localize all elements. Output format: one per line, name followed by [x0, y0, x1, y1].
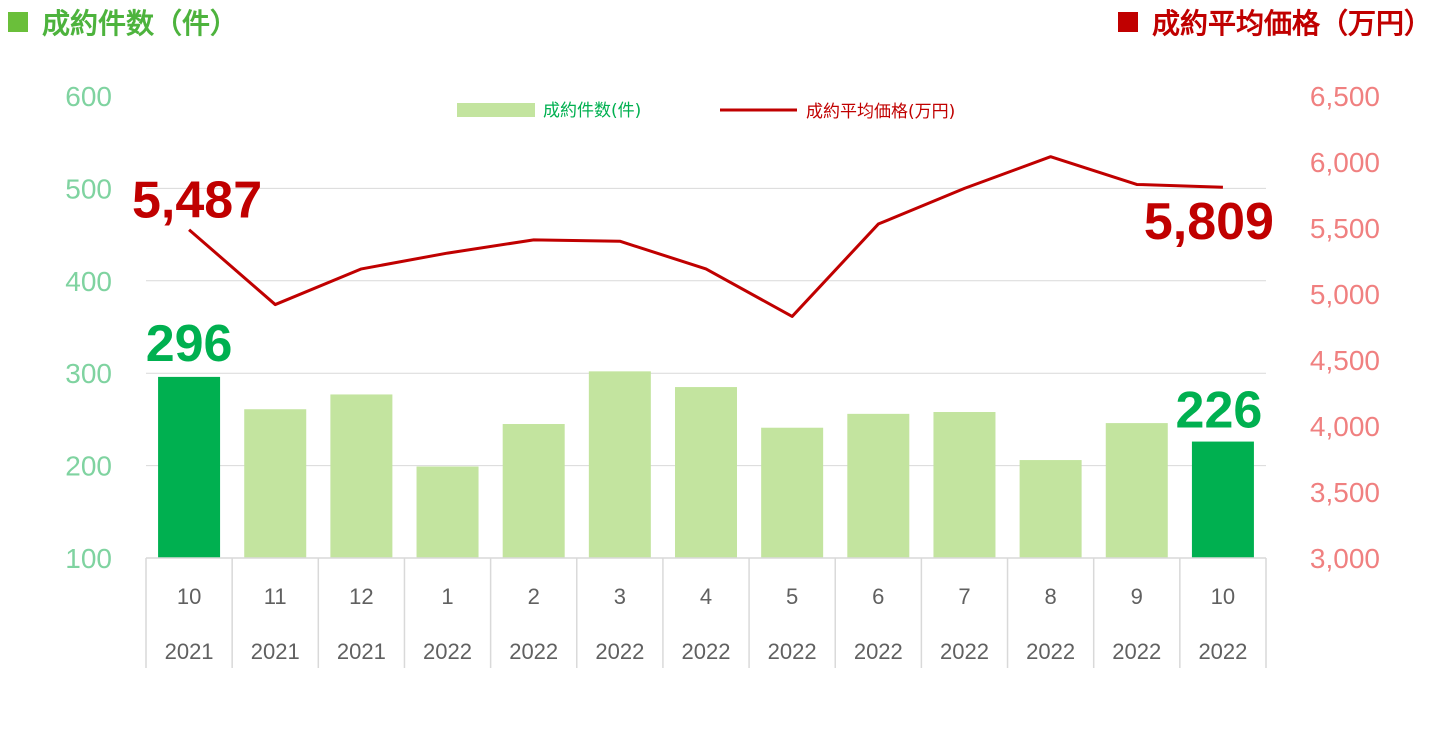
bar	[158, 376, 221, 558]
red-square-icon	[1117, 12, 1138, 32]
right-tick-label: 4,000	[1310, 411, 1380, 442]
legend-label-bar: 成約件数(件)	[543, 101, 641, 121]
right-tick-label: 6,500	[1310, 81, 1380, 112]
right-tick-label: 5,500	[1310, 213, 1380, 244]
right-axis-title: 成約平均価格（万円）	[1117, 2, 1432, 42]
x-tick-month: 12	[349, 584, 373, 609]
x-tick-month: 10	[1211, 584, 1235, 609]
x-tick-month: 4	[700, 584, 712, 609]
right-tick-label: 5,000	[1310, 279, 1380, 310]
bar	[761, 427, 824, 558]
x-tick-year: 2022	[768, 639, 817, 664]
bar	[1191, 441, 1254, 558]
left-tick-label: 600	[65, 81, 112, 112]
right-tick-label: 6,000	[1310, 147, 1380, 178]
x-tick-month: 10	[177, 584, 201, 609]
x-tick-month: 5	[786, 584, 798, 609]
right-tick-label: 4,500	[1310, 345, 1380, 376]
x-tick-month: 9	[1131, 584, 1143, 609]
x-tick-year: 2022	[1112, 639, 1161, 664]
right-tick-label: 3,500	[1310, 477, 1380, 508]
legend-swatch-bar	[457, 103, 535, 117]
x-tick-month: 11	[264, 584, 287, 609]
x-tick-year: 2022	[682, 639, 731, 664]
left-tick-label: 500	[65, 173, 112, 204]
left-axis-title-text: 成約件数（件）	[42, 7, 239, 40]
bar	[330, 394, 393, 558]
x-tick-month: 1	[441, 584, 453, 609]
x-tick-month: 2	[528, 584, 540, 609]
bar	[847, 413, 910, 558]
x-tick-year: 2021	[251, 639, 300, 664]
bar	[675, 387, 737, 558]
x-tick-month: 3	[614, 584, 626, 609]
x-tick-year: 2022	[854, 639, 903, 664]
left-axis-title: 成約件数（件）	[8, 2, 238, 42]
x-tick-year: 2022	[509, 639, 558, 664]
bar	[502, 424, 565, 558]
price-line	[188, 155, 1223, 318]
data-label: 5,487	[132, 172, 262, 230]
left-tick-label: 200	[65, 451, 112, 482]
x-tick-year: 2021	[337, 639, 386, 664]
right-axis-title-text: 成約平均価格（万円）	[1151, 7, 1432, 40]
bar	[588, 371, 651, 558]
x-tick-year: 2022	[423, 639, 472, 664]
x-tick-year: 2022	[1198, 639, 1247, 664]
x-tick-month: 6	[872, 584, 884, 609]
x-tick-month: 7	[958, 584, 970, 609]
bar	[933, 412, 996, 558]
data-label: 226	[1176, 382, 1263, 440]
data-label: 5,809	[1144, 193, 1274, 251]
right-tick-label: 3,000	[1310, 543, 1380, 574]
bar	[1105, 423, 1168, 558]
left-tick-label: 100	[65, 543, 112, 574]
x-tick-year: 2022	[940, 639, 989, 664]
left-tick-label: 400	[65, 266, 112, 297]
bar	[416, 466, 479, 558]
legend-label-line: 成約平均価格(万円)	[806, 102, 955, 122]
x-tick-month: 8	[1044, 584, 1056, 609]
data-label: 296	[146, 315, 233, 373]
bar	[1019, 460, 1082, 558]
x-tick-year: 2022	[595, 639, 644, 664]
green-square-icon	[8, 12, 28, 32]
x-tick-year: 2021	[165, 639, 214, 664]
left-tick-label: 300	[65, 358, 112, 389]
bar	[244, 409, 307, 558]
x-tick-year: 2022	[1026, 639, 1075, 664]
